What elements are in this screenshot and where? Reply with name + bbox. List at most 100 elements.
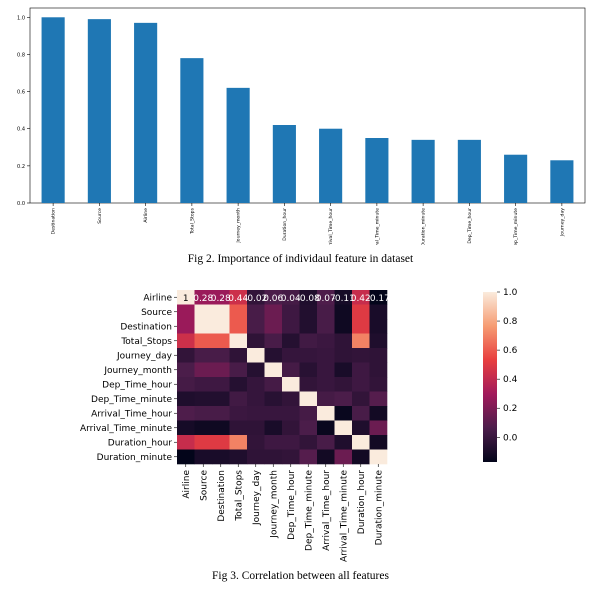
heatmap-cell <box>299 362 318 378</box>
heatmap-cell <box>299 304 318 320</box>
feature-importance-bar-chart: 0.0 0.2 0.4 0.6 0.8 1.0 Destination Source Airli… <box>17 7 586 255</box>
heatmap-cell <box>177 449 195 465</box>
bar <box>134 22 158 203</box>
colorbar-tick-label: 0.0 <box>503 433 518 443</box>
heatmap-cell <box>317 449 335 465</box>
y-tick-label: 1.0 <box>17 15 25 21</box>
row-label: Journey_day <box>116 351 173 361</box>
heatmap-cell <box>317 377 335 392</box>
heatmap-cell <box>317 333 335 349</box>
heatmap-cell <box>352 391 370 407</box>
heatmap-cell <box>247 333 265 349</box>
heatmap-cell <box>212 362 230 378</box>
heatmap-cell <box>229 406 248 421</box>
heatmap-cell <box>177 333 195 349</box>
heatmap-cell <box>264 435 283 450</box>
heatmap-cell <box>177 406 195 421</box>
heatmap-cell <box>229 304 248 320</box>
column-label: Duration_minute <box>374 470 384 546</box>
bar <box>272 125 296 203</box>
column-label: Airline <box>182 470 192 499</box>
cell-annotation: -0.11 <box>332 294 355 304</box>
y-tick-label: 0.8 <box>17 52 25 58</box>
heatmap-cell <box>247 304 265 320</box>
heatmap-cell <box>264 348 283 363</box>
row-label: Source <box>141 308 172 318</box>
colorbar-tick-label: 0.4 <box>503 375 518 385</box>
heatmap-cell <box>299 377 318 392</box>
heatmap-cell <box>352 348 370 363</box>
heatmap-cell <box>299 348 318 363</box>
heatmap-cell <box>229 333 248 349</box>
heatmap-cell <box>194 406 213 421</box>
column-label: Destination <box>217 470 227 522</box>
heatmap-cell <box>282 406 300 421</box>
heatmap-cell <box>194 362 213 378</box>
heatmap-cell <box>212 406 230 421</box>
cell-annotation: 0.06 <box>263 294 283 304</box>
y-tick-label: 0.2 <box>17 164 25 170</box>
correlation-heatmap: Airline Source Destination Total_Stops Journ… <box>80 288 518 562</box>
heatmap-cell <box>369 290 388 305</box>
heatmap-cell <box>264 362 283 378</box>
row-label: Dep_Time_minute <box>91 395 172 405</box>
column-label: Dep_Time_hour <box>287 470 297 540</box>
heatmap-cell <box>369 406 388 421</box>
heatmap-cell <box>212 348 230 363</box>
bar <box>550 160 574 203</box>
bar <box>180 58 204 204</box>
heatmap-cell <box>177 362 195 378</box>
heatmap-cell <box>352 362 370 378</box>
heatmap-cell <box>352 319 370 334</box>
heatmap-cell <box>247 406 265 421</box>
heatmap-cell <box>352 290 370 305</box>
heatmap-cell <box>369 377 388 392</box>
heatmap-cell <box>194 333 213 349</box>
heatmap-cell <box>177 348 195 363</box>
fig2-caption: Fig 2. Importance of individaul feature … <box>187 253 414 265</box>
heatmap-cell <box>334 435 353 450</box>
x-tick-label: Dep_Time_minute <box>513 208 519 245</box>
cell-annotation: -0.17 <box>367 294 390 304</box>
column-label: Total_Stops <box>234 470 244 522</box>
heatmap-cell <box>264 333 283 349</box>
x-tick-label: Dep_Time_hour <box>467 208 473 244</box>
heatmap-cell <box>334 391 353 407</box>
row-label: Arrival_Time_hour <box>91 409 172 419</box>
heatmap-cell <box>229 391 248 407</box>
heatmap-cell <box>247 377 265 392</box>
heatmap-cell <box>229 362 248 378</box>
x-tick-label: Arrival_Time_minute <box>374 208 380 245</box>
heatmap-cell <box>229 319 248 334</box>
x-tick-label: Journey_day <box>559 208 565 237</box>
row-label: Duration_minute <box>97 453 173 463</box>
heatmap-cell <box>264 377 283 392</box>
heatmap-cell <box>194 391 213 407</box>
heatmap-cell <box>212 435 230 450</box>
heatmap-cell <box>352 435 370 450</box>
heatmap-cell <box>212 333 230 349</box>
heatmap-cell <box>229 435 248 450</box>
heatmap-cell <box>352 304 370 320</box>
x-tick-label: Journey_month <box>236 208 242 244</box>
heatmap-cell <box>317 362 335 378</box>
feature-importance-panel: 0.0 0.2 0.4 0.6 0.8 1.0 Destination Source Airli… <box>0 0 601 255</box>
row-label: Total_Stops <box>120 337 172 347</box>
heatmap-cell <box>282 377 300 392</box>
row-label: Destination <box>120 322 172 332</box>
heatmap-cell <box>369 319 388 334</box>
x-tick-label: Arrival_Time_hour <box>328 208 334 245</box>
bar <box>457 139 481 203</box>
colorbar-tick-label: 0.8 <box>503 317 518 327</box>
heatmap-cell <box>334 348 353 363</box>
heatmap-cell <box>369 304 388 320</box>
heatmap-cell <box>317 304 335 320</box>
heatmap-cell <box>282 362 300 378</box>
heatmap-cell <box>299 290 318 305</box>
column-label: Arrival_Time_hour <box>322 470 332 551</box>
bar <box>226 87 250 203</box>
cell-annotation: 0.42 <box>351 294 371 304</box>
row-label: Duration_hour <box>108 438 173 448</box>
heatmap-cell <box>212 449 230 465</box>
heatmap-cell <box>264 420 283 436</box>
